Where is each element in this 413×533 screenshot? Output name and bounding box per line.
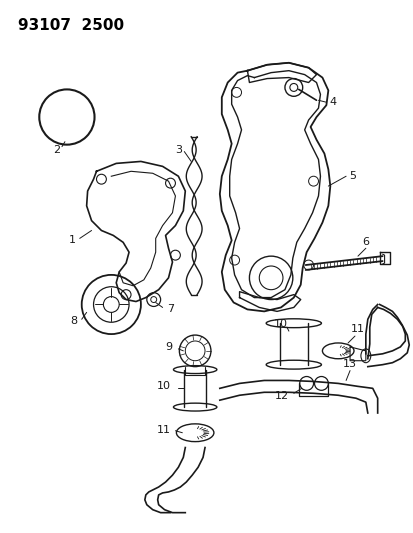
Text: 11: 11: [350, 324, 364, 334]
Text: 6: 6: [361, 237, 368, 247]
Text: 2: 2: [53, 144, 60, 155]
Text: 12: 12: [274, 391, 288, 401]
Text: 3: 3: [174, 144, 181, 155]
Text: 1: 1: [68, 236, 75, 245]
Text: 93107  2500: 93107 2500: [17, 18, 123, 33]
Text: 5: 5: [349, 171, 356, 181]
Text: 10: 10: [156, 382, 170, 391]
Text: 7: 7: [166, 304, 173, 314]
Text: 9: 9: [164, 342, 172, 352]
Text: 8: 8: [70, 316, 77, 326]
Text: 10: 10: [273, 319, 287, 329]
Text: 4: 4: [329, 97, 336, 107]
Text: 13: 13: [342, 359, 356, 369]
Text: 11: 11: [156, 425, 170, 435]
